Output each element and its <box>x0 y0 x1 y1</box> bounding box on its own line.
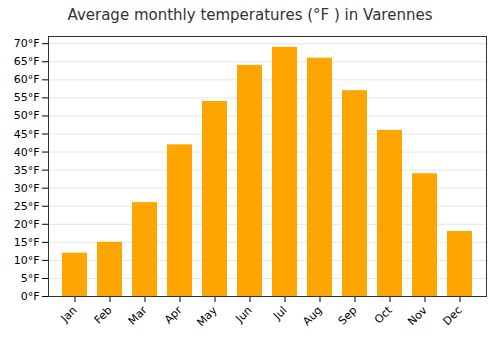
svg-text:Jul: Jul <box>270 304 289 323</box>
svg-text:35°F: 35°F <box>14 164 40 177</box>
svg-text:60°F: 60°F <box>14 73 40 86</box>
svg-text:55°F: 55°F <box>14 91 40 104</box>
svg-text:5°F: 5°F <box>21 272 40 285</box>
svg-text:Jan: Jan <box>58 304 80 326</box>
svg-text:Dec: Dec <box>440 304 464 328</box>
svg-text:20°F: 20°F <box>14 218 40 231</box>
svg-text:65°F: 65°F <box>14 55 40 68</box>
svg-text:Apr: Apr <box>162 303 185 326</box>
svg-text:10°F: 10°F <box>14 254 40 267</box>
svg-text:0°F: 0°F <box>21 290 40 303</box>
svg-text:Jun: Jun <box>233 304 255 326</box>
svg-text:15°F: 15°F <box>14 236 40 249</box>
html-text:Average monthly temperatures (: Average monthly temperatures (°F ) in Va… <box>67 6 433 24</box>
svg-text:25°F: 25°F <box>14 200 40 213</box>
svg-text:50°F: 50°F <box>14 109 40 122</box>
svg-text:Mar: Mar <box>126 303 150 327</box>
svg-text:Nov: Nov <box>405 303 430 328</box>
svg-text:Aug: Aug <box>300 304 324 328</box>
svg-text:Sep: Sep <box>336 304 360 328</box>
svg-text:40°F: 40°F <box>14 146 40 159</box>
svg-text:45°F: 45°F <box>14 128 40 141</box>
svg-text:70°F: 70°F <box>14 37 40 50</box>
svg-text:30°F: 30°F <box>14 182 40 195</box>
svg-text:Oct: Oct <box>372 303 395 326</box>
svg-text:May: May <box>194 303 220 329</box>
svg-text:Feb: Feb <box>92 304 115 327</box>
